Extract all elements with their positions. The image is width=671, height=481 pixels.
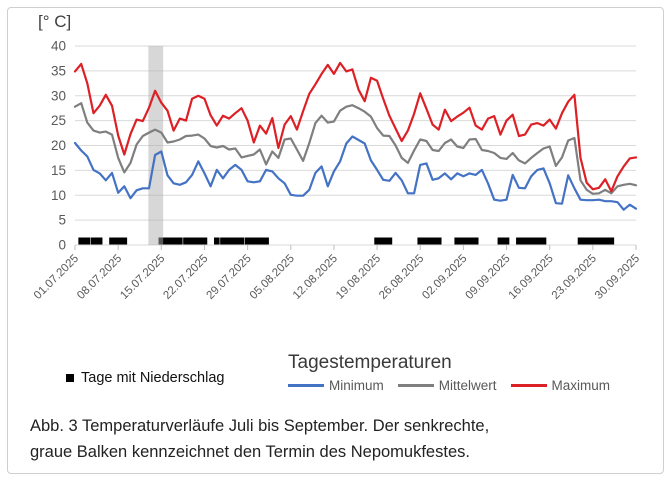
- x-tick-label: 16.09.2025: [507, 253, 556, 302]
- precipitation-mark: [577, 237, 615, 245]
- x-tick-label: 19.08.2025: [334, 253, 383, 302]
- x-tick-label: 29.07.2025: [205, 253, 254, 302]
- temperature-chart: 0 5 10 15 20 25 30 35 40 01.07.202508.07.202515.0…: [32, 39, 642, 302]
- y-tick-label: 30: [51, 88, 66, 103]
- chart-title: Tagestemperaturen: [288, 352, 452, 373]
- precipitation-marker-icon: [66, 374, 74, 382]
- series-line-mittelwert: [73, 102, 638, 195]
- precipitation-mark: [374, 237, 393, 245]
- y-tick-label: 5: [58, 213, 66, 228]
- x-tick-label: 23.09.2025: [550, 253, 599, 302]
- precipitation-mark: [90, 237, 103, 245]
- minimum-line-swatch: [288, 384, 324, 387]
- x-tick-label: 02.09.2025: [420, 253, 469, 302]
- y-tick-label: 20: [51, 138, 66, 153]
- y-tick-label: 10: [51, 188, 66, 203]
- precipitation-mark: [183, 237, 208, 245]
- caption-line-2: graue Balken kennzeichnet den Termin des…: [30, 442, 470, 461]
- legend-items: Minimum Mittelwert Maximum: [288, 378, 663, 393]
- x-tick-label: 12.08.2025: [291, 253, 340, 302]
- figure-caption: Abb. 3 Temperaturverläufe Juli bis Septe…: [30, 414, 650, 465]
- legend-label-mittelwert: Mittelwert: [438, 378, 497, 393]
- precipitation-mark: [497, 237, 510, 245]
- x-tick-label: 09.09.2025: [463, 253, 512, 302]
- y-tick-label: 40: [51, 39, 66, 54]
- precipitation-mark: [454, 237, 479, 245]
- temperature-legend: Tagestemperaturen Minimum Mittelwert Max…: [288, 352, 663, 393]
- precipitation-legend-label: Tage mit Niederschlag: [81, 370, 225, 386]
- series-line-maximum: [73, 61, 638, 193]
- legend-item-minimum: Minimum: [288, 378, 384, 393]
- y-axis-unit-label: [° C]: [38, 12, 72, 31]
- y-tick-label: 15: [51, 163, 66, 178]
- precipitation-mark: [220, 237, 245, 245]
- precipitation-mark: [109, 237, 128, 245]
- legend-label-maximum: Maximum: [551, 378, 611, 393]
- figure-border: [7, 7, 664, 474]
- legend-item-mittelwert: Mittelwert: [397, 378, 497, 393]
- event-band: [148, 46, 164, 245]
- caption-line-1: Abb. 3 Temperaturverläufe Juli bis Septe…: [30, 417, 490, 435]
- x-tick-label: 26.08.2025: [377, 253, 426, 302]
- x-tick-label: 01.07.2025: [32, 253, 81, 302]
- y-tick-label: 0: [58, 238, 66, 253]
- maximum-line-swatch: [510, 384, 547, 387]
- y-tick-label: 25: [51, 113, 66, 128]
- precipitation-mark: [516, 237, 547, 245]
- precipitation-mark: [417, 237, 442, 245]
- x-tick-label: 22.07.2025: [161, 253, 210, 302]
- legend-area: Tage mit Niederschlag Tagestemperaturen …: [0, 352, 671, 404]
- precipitation-mark: [78, 237, 91, 245]
- x-tick-label: 05.08.2025: [248, 253, 297, 302]
- y-tick-label: 35: [51, 63, 66, 78]
- legend-label-minimum: Minimum: [329, 378, 384, 393]
- precipitation-legend: Tage mit Niederschlag: [66, 370, 224, 386]
- legend-item-maximum: Maximum: [510, 378, 611, 393]
- x-tick-label: 30.09.2025: [593, 253, 642, 302]
- precipitation-mark: [158, 237, 183, 245]
- precipitation-mark: [213, 237, 220, 245]
- x-tick-label: 08.07.2025: [75, 253, 124, 302]
- precipitation-mark: [244, 237, 269, 245]
- series-line-minimum: [73, 135, 638, 211]
- x-tick-label: 15.07.2025: [118, 253, 167, 302]
- mittelwert-line-swatch: [397, 384, 434, 387]
